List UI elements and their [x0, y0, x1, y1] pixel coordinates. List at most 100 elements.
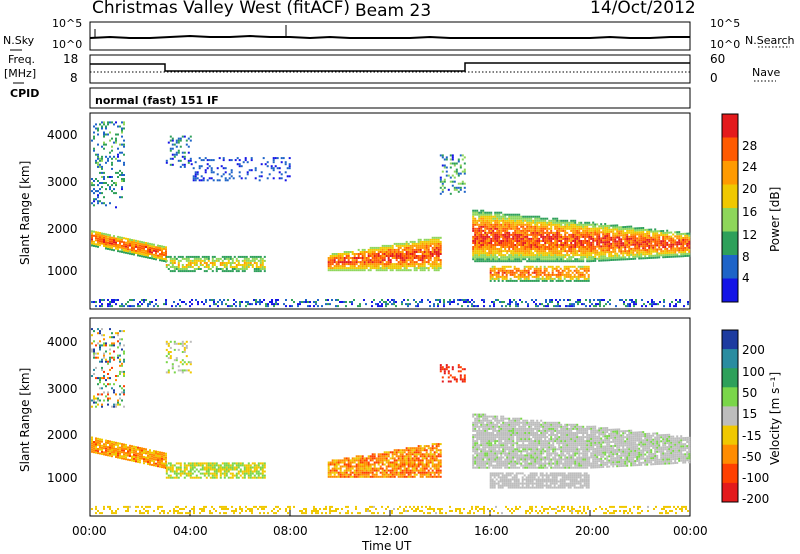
heatmap-cell [369, 267, 372, 270]
heatmap-cell [668, 237, 671, 240]
heatmap-cell [99, 444, 101, 447]
heatmap-cell [472, 223, 475, 226]
heatmap-cell [165, 468, 168, 471]
heatmap-cell [493, 273, 496, 276]
heatmap-cell [580, 254, 583, 257]
heatmap-cell [576, 246, 579, 248]
heatmap-cell [179, 468, 182, 471]
heatmap-cell [562, 244, 565, 246]
heatmap-cell [493, 265, 496, 268]
heatmap-cell [472, 229, 475, 232]
heatmap-cell [95, 233, 97, 236]
heatmap-cell [91, 202, 93, 205]
heatmap-cell [141, 247, 143, 250]
heatmap-cell [538, 244, 541, 246]
heatmap-cell [227, 464, 230, 467]
heatmap-cell [551, 265, 554, 268]
heatmap-cell [417, 265, 420, 268]
heatmap-cell [642, 247, 645, 250]
heatmap-cell [207, 264, 210, 266]
heatmap-cell [329, 471, 332, 474]
heatmap-cell [239, 303, 241, 306]
heatmap-cell [502, 242, 505, 244]
heatmap-cell [480, 235, 483, 238]
heatmap-cell [97, 184, 99, 187]
heatmap-cell [389, 261, 392, 264]
heatmap-cell [512, 254, 515, 257]
heatmap-cell [131, 305, 133, 308]
heatmap-cell [658, 238, 661, 241]
heatmap-cell [562, 229, 565, 232]
heatmap-cell [552, 231, 555, 234]
heatmap-cell [616, 242, 619, 245]
heatmap-cell [530, 254, 533, 257]
heatmap-cell [385, 303, 387, 306]
heatmap-cell [618, 254, 621, 257]
heatmap-cell [435, 246, 438, 249]
heatmap-cell [407, 248, 410, 251]
heatmap-cell [405, 265, 408, 268]
heatmap-cell [137, 244, 139, 247]
heatmap-cell [482, 260, 485, 263]
heatmap-cell [221, 270, 224, 273]
heatmap-cell [280, 177, 283, 180]
heatmap-cell [333, 255, 336, 257]
heatmap-cell [570, 242, 573, 244]
heatmap-cell [153, 305, 155, 308]
heatmap-cell [475, 305, 477, 308]
heatmap-cell [147, 248, 149, 251]
heatmap-cell [115, 206, 117, 209]
heatmap-cell [524, 244, 527, 246]
heatmap-cell [556, 258, 559, 261]
heatmap-cell [514, 252, 517, 255]
heatmap-cell [407, 305, 409, 308]
heatmap-cell [660, 252, 663, 255]
power-panel-frame [89, 112, 691, 310]
heatmap-cell [584, 242, 587, 244]
heatmap-cell [349, 267, 352, 270]
heatmap-cell [107, 299, 109, 301]
heatmap-cell [151, 243, 153, 246]
heatmap-cell [131, 451, 133, 454]
heatmap-cell [528, 248, 531, 250]
heatmap-cell [359, 267, 362, 270]
heatmap-cell [524, 254, 527, 257]
heatmap-cell [195, 259, 198, 262]
heatmap-cell [109, 305, 111, 308]
heatmap-cell [650, 236, 653, 239]
heatmap-cell [409, 248, 412, 251]
heatmap-cell [377, 269, 380, 272]
heatmap-cell [535, 277, 538, 280]
heatmap-cell [490, 237, 493, 240]
heatmap-cell [632, 231, 635, 234]
heatmap-cell [512, 256, 515, 259]
heatmap-cell [668, 231, 671, 234]
heatmap-cell [93, 445, 95, 448]
heatmap-cell [608, 230, 611, 233]
velocity-ytick: 3000 [47, 382, 78, 396]
heatmap-cell [534, 258, 537, 261]
heatmap-cell [135, 446, 137, 449]
heatmap-cell [476, 221, 479, 224]
heatmap-cell [612, 250, 615, 253]
heatmap-cell [669, 303, 671, 306]
heatmap-cell [648, 250, 651, 253]
heatmap-cell [560, 258, 563, 261]
heatmap-cell [233, 474, 236, 477]
heatmap-cell [179, 255, 182, 258]
velocity-cbar-tick: -15 [742, 429, 762, 443]
heatmap-cell [586, 229, 589, 232]
heatmap-cell [179, 270, 182, 273]
heatmap-cell [375, 259, 378, 262]
heatmap-cell [153, 257, 155, 260]
heatmap-cell [534, 248, 537, 250]
heatmap-cell [231, 462, 234, 465]
heatmap-cell [117, 235, 119, 238]
heatmap-cell [337, 259, 340, 262]
heatmap-cell [546, 242, 549, 244]
nsky-series [89, 34, 690, 40]
heatmap-cell [534, 250, 537, 253]
heatmap-cell [95, 301, 97, 303]
heatmap-cell [550, 248, 553, 250]
heatmap-cell [496, 235, 499, 238]
